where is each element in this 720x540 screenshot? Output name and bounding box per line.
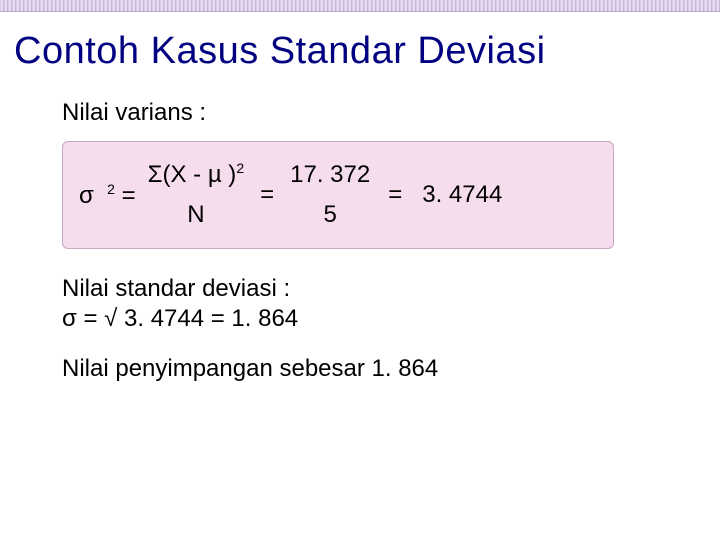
fraction-2-denominator: 5 xyxy=(323,200,336,230)
mid-equals: = xyxy=(260,181,274,209)
stddev-line: σ = √ 3. 4744 = 1. 864 xyxy=(62,305,720,333)
conclusion-line: Nilai penyimpangan sebesar 1. 864 xyxy=(62,355,720,383)
numerator-expr: (X - µ ) xyxy=(162,161,236,188)
sigma-symbol: σ xyxy=(79,182,94,209)
fraction-2: 17. 372 5 xyxy=(290,160,370,230)
sum-symbol: Σ xyxy=(148,161,163,188)
numerator-exponent: 2 xyxy=(236,160,244,176)
lhs-exponent: 2 xyxy=(107,181,115,197)
fraction-1-denominator: N xyxy=(187,200,204,230)
slide-content: Nilai varians : σ 2 = Σ(X - µ )2 N = 17.… xyxy=(62,99,720,383)
fraction-1-numerator: Σ(X - µ )2 xyxy=(148,160,244,190)
slide-title: Contoh Kasus Standar Deviasi xyxy=(14,30,720,73)
variance-formula-box: σ 2 = Σ(X - µ )2 N = 17. 372 5 = 3. 4744 xyxy=(62,141,614,249)
decorative-top-strip xyxy=(0,0,720,12)
varians-label: Nilai varians : xyxy=(62,99,720,127)
rhs-equals: = xyxy=(388,181,402,208)
formula-lhs: σ 2 = xyxy=(79,181,136,210)
formula-result: = 3. 4744 xyxy=(388,181,502,209)
rhs-value: 3. 4744 xyxy=(422,181,502,208)
fraction-2-numerator: 17. 372 xyxy=(290,160,370,190)
lhs-equals: = xyxy=(122,182,136,209)
fraction-1: Σ(X - µ )2 N xyxy=(148,160,244,230)
stddev-label: Nilai standar deviasi : xyxy=(62,275,720,303)
